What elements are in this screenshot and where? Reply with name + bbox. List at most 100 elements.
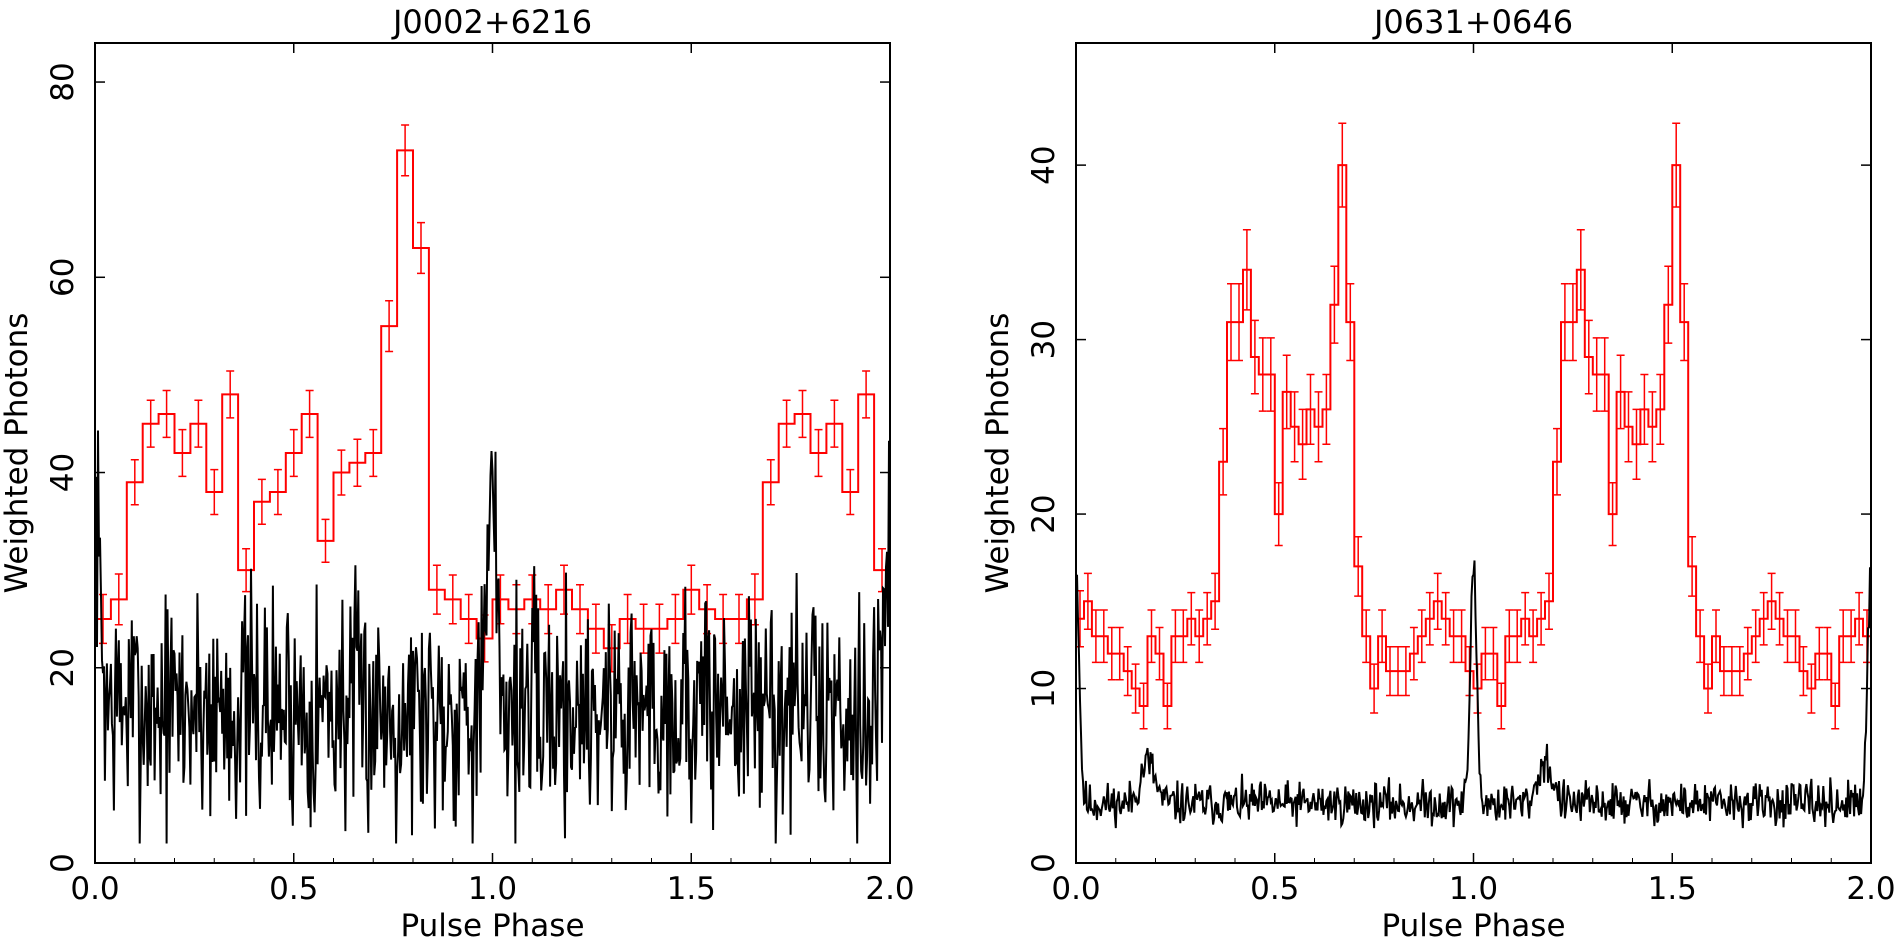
gamma-errorbar [1409,626,1418,681]
x-tick-label: 1.0 [1449,871,1498,907]
y-tick-label: 10 [1026,669,1062,708]
x-tick-label: 0.5 [269,871,318,907]
gamma-errorbar [846,468,855,516]
gamma-errorbar [1195,609,1204,664]
gamma-errorbar [1600,337,1609,412]
gamma-errorbar [1394,645,1402,697]
gamma-errorbar [114,573,123,626]
gamma-errorbar [1298,408,1307,480]
panel-j0631: 0.0 0.5 1.0 1.5 2.0 0 10 20 30 40 J0631+0646 Pulse … [980,3,1896,944]
y-tick-label: 30 [1026,320,1062,359]
gamma-errorbar [305,389,314,439]
gamma-errorbar [1227,283,1235,362]
gamma-errorbar [1417,609,1426,664]
gamma-errorbar [1767,572,1776,630]
gamma-errorbar [353,438,362,487]
gamma-errorbar [273,468,282,516]
plot-frame [1075,42,1872,864]
gamma-errorbar [1187,591,1196,646]
gamma-errorbar [1560,283,1569,362]
gamma-errorbar [1196,565,1204,614]
plot-area [95,124,1315,844]
gamma-series [95,124,1315,673]
radio-profile-line [95,430,890,844]
gamma-errorbar [242,547,251,593]
y-tick-label: 20 [45,648,81,687]
gamma-errorbar [1123,645,1132,697]
gamma-errorbar [1266,337,1275,412]
gamma-errorbar [432,564,441,615]
gamma-errorbar [798,389,807,439]
gamma-errorbar [210,468,219,516]
gamma-errorbar [464,593,473,645]
gamma-errorbar [1260,595,1268,644]
gamma-errorbar [1250,319,1259,395]
gamma-errorbar [1743,626,1752,681]
gamma-errorbar [1370,663,1379,714]
gamma-errorbar [1276,604,1284,653]
gamma-errorbar [1338,122,1347,208]
gamma-errorbar [1799,645,1808,697]
gamma-errorbar [1244,625,1252,672]
gamma-errorbar [1307,595,1315,644]
gamma-errorbar [1759,591,1768,646]
gamma-errorbar [830,399,839,448]
gamma-errorbar [1354,535,1363,597]
gamma-errorbar [1608,481,1617,547]
gamma-errorbar [1481,626,1490,681]
gamma-errorbar [894,479,902,524]
gamma-errorbar [1211,572,1220,630]
gamma-errorbar [1505,609,1514,664]
gamma-errorbar [1179,609,1188,664]
gamma-errorbar [1568,283,1577,362]
gamma-errorbar [1545,572,1553,630]
x-tick-label: 1.5 [667,871,716,907]
x-tick-label: 1.0 [468,871,517,907]
x-tick-label: 0.5 [1250,871,1299,907]
gamma-errorbar [1553,427,1561,496]
gamma-errorbar [1513,609,1522,664]
gamma-errorbar [1457,609,1466,664]
gamma-errorbar [1386,645,1394,697]
gamma-errorbar [1529,609,1538,664]
gamma-errorbar [1688,535,1697,597]
gamma-errorbar [1521,591,1530,646]
gamma-errorbar [178,428,187,478]
y-tick-label: 0 [1026,853,1062,873]
x-tick-label: 1.5 [1648,871,1697,907]
gamma-errorbar [1696,609,1705,664]
gamma-errorbar [1664,265,1673,344]
gamma-errorbar [591,603,600,654]
gamma-errorbar [337,449,346,496]
x-tick-label: 0.0 [70,871,119,907]
gamma-errorbar [1433,572,1442,630]
gamma-errorbar [417,221,425,275]
gamma-errorbar [814,428,823,478]
y-tick-label: 20 [1026,494,1062,533]
gamma-errorbar [1292,604,1300,653]
gamma-errorbar [1712,609,1720,664]
gamma-errorbar [1823,626,1832,681]
gamma-errorbar [194,399,203,448]
gamma-errorbar [910,470,918,515]
gamma-errorbar [162,389,171,439]
gamma-errorbar [1306,373,1315,446]
gamma-errorbar [1847,609,1856,664]
gamma-errorbar [735,593,743,645]
gamma-errorbar [1401,645,1410,697]
gamma-errorbar [1839,609,1848,664]
gamma-errorbar [1632,408,1641,480]
y-axis-label: Weighted Photons [0,313,35,594]
gamma-errorbar [1314,391,1323,463]
gamma-errorbar [1441,591,1450,646]
gamma-errorbar [1274,481,1283,547]
gamma-errorbar [1584,319,1593,395]
gamma-errorbar [1378,609,1387,664]
gamma-errorbar [1228,604,1236,653]
y-tick-label: 60 [45,258,81,297]
gamma-errorbar [1258,337,1267,412]
gamma-errorbar [1775,591,1784,646]
gamma-errorbar [1783,609,1792,664]
gamma-errorbar [1091,609,1100,664]
